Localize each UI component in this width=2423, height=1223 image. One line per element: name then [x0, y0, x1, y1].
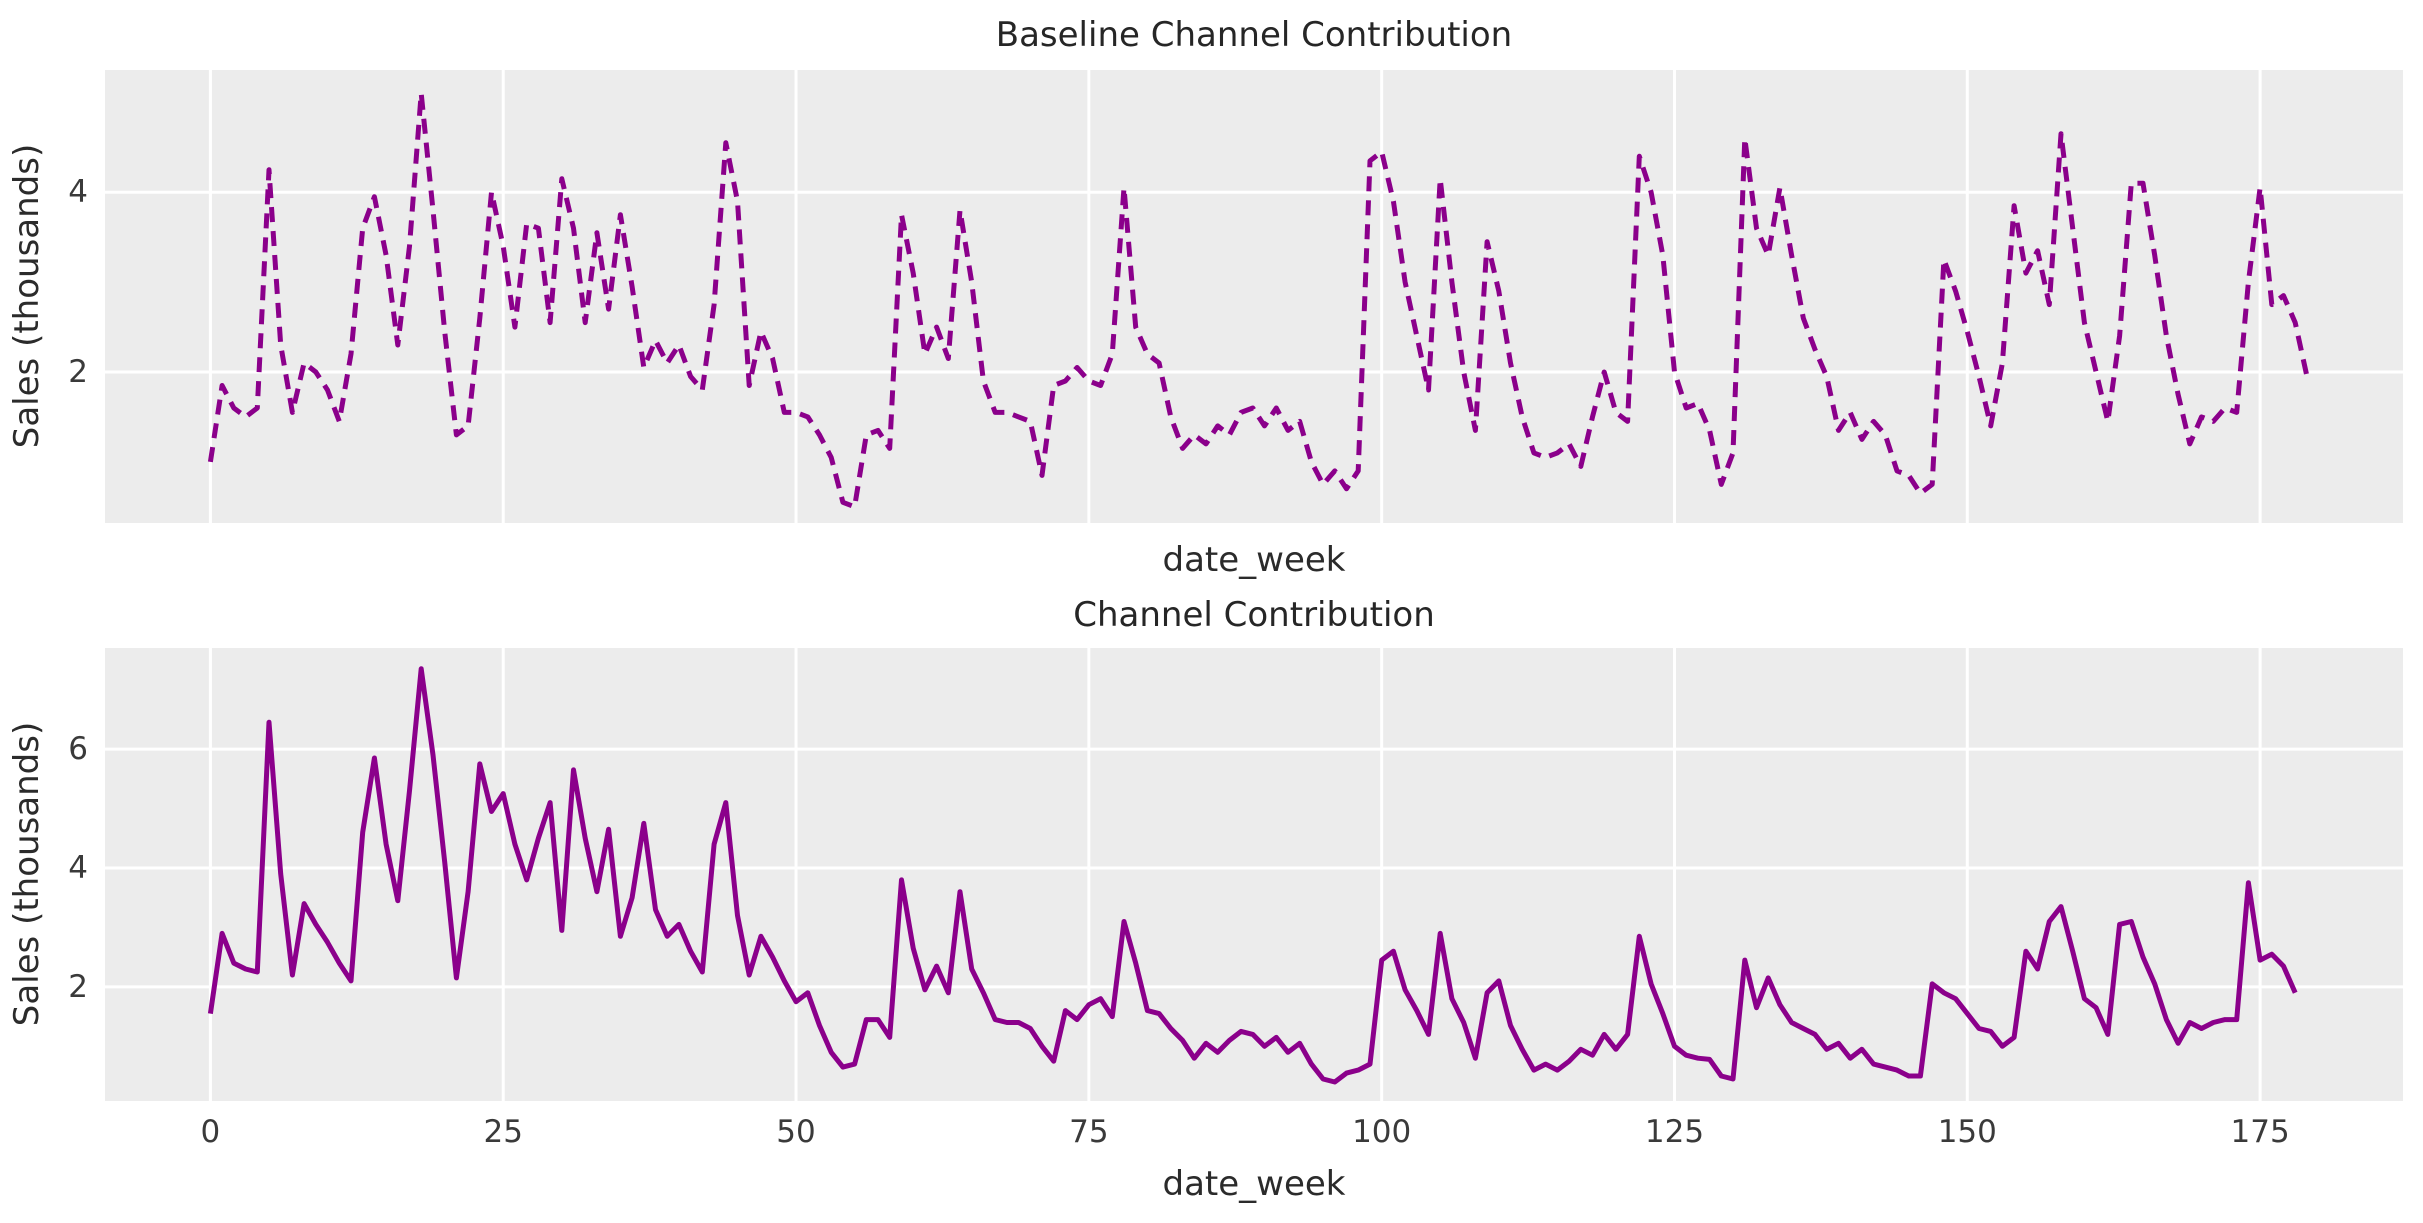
chart-channel-plot-area	[105, 648, 2403, 1101]
channel-xtick-label: 100	[1352, 1114, 1412, 1150]
channel-xtick-label: 50	[776, 1114, 816, 1150]
chart-baseline-xlabel: date_week	[1162, 540, 1346, 580]
channel-xtick-label: 125	[1644, 1114, 1705, 1150]
chart-channel-title: Channel Contribution	[1073, 595, 1435, 635]
channel-series-line	[207, 666, 2298, 1085]
channel-xtick-label: 75	[1069, 1114, 1109, 1150]
channel-ytick-label: 2	[68, 968, 88, 1005]
channel-xtick-label: 150	[1937, 1114, 1997, 1150]
channel-xtick-label: 0	[200, 1114, 221, 1150]
channel-xtick-label: 175	[2230, 1114, 2290, 1150]
chart-baseline-svg	[105, 70, 2403, 523]
baseline-ytick-label: 2	[68, 354, 88, 390]
channel-ytick-label: 6	[68, 731, 88, 768]
baseline-ytick-label: 4	[68, 174, 88, 211]
chart-baseline-title: Baseline Channel Contribution	[995, 15, 1513, 55]
chart-channel-xlabel: date_week	[1162, 1164, 1346, 1204]
chart-baseline-ylabel: Sales (thousands)	[7, 143, 47, 449]
channel-xtick-label: 25	[483, 1114, 523, 1150]
baseline-series-line	[207, 90, 2310, 510]
chart-baseline-plot-area	[105, 70, 2403, 523]
chart-channel-svg	[105, 648, 2403, 1101]
channel-ytick-label: 4	[68, 849, 88, 886]
